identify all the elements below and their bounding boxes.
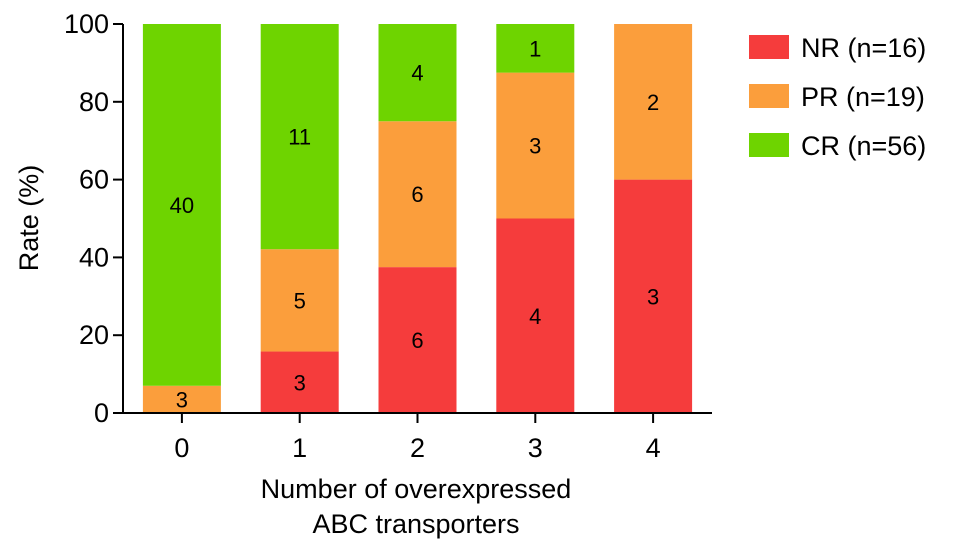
bar-value-label: 3 — [529, 134, 541, 159]
bar-value-label: 6 — [411, 182, 423, 207]
y-tick-label: 100 — [64, 9, 109, 39]
bar-value-label: 2 — [647, 90, 659, 115]
bar-segment-nr-2 — [378, 267, 457, 413]
bar-segment-nr-3 — [496, 218, 575, 413]
bar-segment-cr-1 — [260, 24, 339, 250]
bar-segment-pr-4 — [614, 24, 693, 180]
y-axis-title: Rate (%) — [14, 165, 44, 272]
bar-value-label: 40 — [170, 193, 194, 218]
y-tick-label: 60 — [79, 165, 109, 195]
y-tick-label: 0 — [94, 398, 109, 428]
bar-segment-cr-3 — [496, 24, 575, 73]
y-tick-label: 80 — [79, 87, 109, 117]
bar-segment-cr-0 — [142, 24, 221, 386]
bar-segment-pr-0 — [142, 385, 221, 413]
bar-value-label: 4 — [411, 61, 423, 86]
y-tick-label: 20 — [79, 320, 109, 350]
y-tick-label: 40 — [79, 242, 109, 272]
x-tick-label: 2 — [410, 433, 425, 463]
x-ticks-group: 0 1 2 3 4 — [174, 413, 661, 463]
bar-labels-group: 3 40 3 5 11 6 6 4 4 3 1 3 2 — [170, 36, 660, 412]
y-ticks-group: 0 20 40 60 80 100 — [64, 9, 123, 428]
bar-value-label: 4 — [529, 304, 541, 329]
bar-segment-nr-1 — [260, 351, 339, 413]
bar-value-label: 6 — [411, 328, 423, 353]
bar-segment-nr-4 — [614, 179, 693, 413]
bar-value-label: 11 — [288, 125, 311, 150]
bar-value-label: 3 — [176, 387, 188, 412]
bar-segment-cr-2 — [378, 24, 457, 122]
x-axis-title-line-2: ABC transporters — [312, 509, 519, 539]
x-tick-label: 1 — [292, 433, 307, 463]
bar-value-label: 1 — [529, 36, 541, 61]
bar-segment-pr-3 — [496, 72, 575, 219]
legend-swatch-pr — [749, 84, 789, 108]
legend: NR (n=16) PR (n=19) CR (n=56) — [749, 33, 926, 161]
bar-segment-pr-2 — [378, 121, 457, 268]
legend-swatch-nr — [749, 35, 789, 59]
legend-label-nr: NR (n=16) — [801, 33, 926, 63]
x-axis-title-line-1: Number of overexpressed — [261, 474, 572, 504]
legend-label-cr: CR (n=56) — [801, 131, 926, 161]
legend-label-pr: PR (n=19) — [801, 82, 925, 112]
legend-swatch-cr — [749, 133, 789, 157]
bar-value-label: 3 — [294, 370, 306, 395]
bar-value-label: 5 — [294, 288, 306, 313]
x-tick-label: 3 — [528, 433, 543, 463]
x-tick-label: 0 — [174, 433, 189, 463]
bars-group — [142, 24, 693, 413]
bar-segment-pr-1 — [260, 249, 339, 352]
bar-value-label: 3 — [647, 284, 659, 309]
x-tick-label: 4 — [646, 433, 661, 463]
